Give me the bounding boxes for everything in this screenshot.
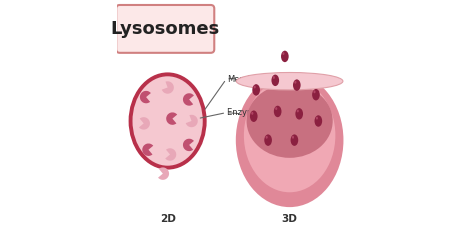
Ellipse shape: [281, 51, 289, 62]
Ellipse shape: [315, 115, 322, 127]
Ellipse shape: [251, 112, 254, 115]
Text: Membrane: Membrane: [228, 75, 273, 84]
Ellipse shape: [236, 73, 344, 207]
Ellipse shape: [294, 81, 296, 84]
Wedge shape: [165, 148, 176, 161]
Ellipse shape: [130, 74, 205, 168]
Wedge shape: [183, 139, 194, 151]
FancyBboxPatch shape: [116, 5, 214, 53]
Wedge shape: [139, 117, 150, 130]
Wedge shape: [166, 112, 177, 125]
Ellipse shape: [293, 79, 301, 91]
Wedge shape: [162, 81, 174, 94]
Ellipse shape: [297, 110, 299, 112]
Wedge shape: [142, 144, 153, 156]
Ellipse shape: [237, 73, 343, 90]
Ellipse shape: [295, 108, 303, 120]
Ellipse shape: [313, 90, 316, 93]
Ellipse shape: [291, 134, 298, 146]
Ellipse shape: [292, 136, 294, 139]
Text: 3D: 3D: [282, 214, 298, 224]
Ellipse shape: [246, 84, 333, 158]
Ellipse shape: [252, 84, 260, 96]
Wedge shape: [183, 93, 194, 106]
Ellipse shape: [250, 111, 257, 122]
Ellipse shape: [254, 86, 256, 89]
Wedge shape: [186, 115, 198, 127]
Ellipse shape: [244, 78, 336, 192]
Ellipse shape: [275, 107, 277, 110]
Wedge shape: [140, 91, 151, 103]
Text: Lysosomes: Lysosomes: [110, 20, 220, 38]
Ellipse shape: [265, 136, 268, 139]
Ellipse shape: [273, 76, 275, 79]
Text: Enzymes / Proteins: Enzymes / Proteins: [228, 108, 308, 117]
Ellipse shape: [264, 134, 272, 146]
Text: 2D: 2D: [160, 214, 175, 224]
Wedge shape: [158, 167, 169, 180]
Ellipse shape: [272, 75, 279, 86]
Ellipse shape: [316, 117, 318, 120]
Ellipse shape: [283, 52, 284, 55]
Ellipse shape: [274, 106, 282, 117]
Ellipse shape: [312, 89, 320, 100]
